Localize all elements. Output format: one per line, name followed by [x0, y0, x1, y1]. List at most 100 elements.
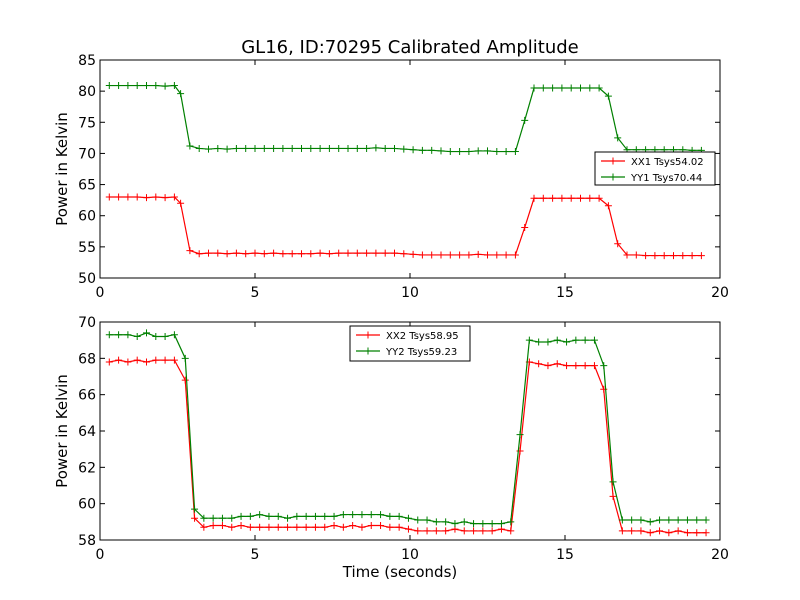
data-point [432, 527, 440, 535]
data-point [604, 92, 612, 100]
data-point [105, 331, 113, 339]
data-point [170, 193, 178, 201]
data-point [693, 529, 701, 537]
data-point [479, 520, 487, 528]
y-tick-label: 65 [78, 178, 96, 194]
data-point [353, 249, 361, 257]
data-point [409, 250, 417, 258]
data-point [330, 521, 338, 529]
data-point [115, 331, 123, 339]
data-point [497, 520, 505, 528]
data-point [628, 527, 636, 535]
data-point [311, 512, 319, 520]
data-point [214, 249, 222, 257]
data-point [170, 356, 178, 364]
data-point [288, 144, 296, 152]
data-point [321, 512, 329, 520]
data-point [232, 144, 240, 152]
data-point [274, 523, 282, 531]
chart-title: GL16, ID:70295 Calibrated Amplitude [241, 37, 579, 58]
data-point [567, 84, 575, 92]
legend-box [594, 151, 716, 186]
data-point [170, 82, 178, 90]
data-point [642, 252, 650, 260]
data-point [586, 84, 594, 92]
data-point [115, 356, 123, 364]
data-point [302, 523, 310, 531]
data-point [381, 249, 389, 257]
data-point [688, 252, 696, 260]
legend-marker [609, 173, 617, 181]
data-point [409, 146, 417, 154]
data-point [683, 516, 691, 524]
x-tick-label: 10 [401, 547, 419, 563]
data-point [646, 518, 654, 526]
data-point [377, 521, 385, 529]
data-point [674, 516, 682, 524]
data-point [133, 82, 141, 90]
data-point [181, 354, 189, 362]
data-point [307, 144, 315, 152]
y-tick-label: 50 [78, 271, 96, 287]
data-point [170, 331, 178, 339]
data-point [270, 249, 278, 257]
data-point [590, 336, 598, 344]
data-point [493, 251, 501, 259]
data-point [553, 336, 561, 344]
data-point [228, 523, 236, 531]
data-point [242, 250, 250, 258]
data-point [293, 523, 301, 531]
data-point [177, 90, 185, 98]
data-point [205, 249, 212, 257]
data-point [581, 336, 589, 344]
y-tick-label: 75 [78, 115, 96, 131]
y-tick-label: 55 [78, 240, 96, 256]
data-point [372, 144, 380, 152]
legend-box [349, 325, 471, 362]
x-tick-label: 15 [556, 285, 574, 301]
data-point [307, 250, 315, 258]
data-point [423, 527, 431, 535]
data-point [186, 247, 194, 255]
data-point [223, 250, 231, 258]
data-point [488, 520, 496, 528]
x-axis-label: Time (seconds) [342, 563, 458, 581]
data-point [279, 144, 287, 152]
data-point [446, 251, 454, 259]
data-point [567, 194, 575, 202]
data-point [484, 147, 491, 155]
data-point [470, 527, 478, 535]
data-point [437, 147, 445, 155]
data-point [581, 362, 589, 370]
data-point [339, 511, 347, 519]
x-tick-label: 5 [251, 547, 260, 563]
y-tick-label: 62 [78, 460, 96, 476]
data-point [200, 514, 208, 522]
data-point [609, 478, 617, 486]
legend-marker [364, 331, 372, 339]
data-point [549, 194, 557, 202]
y-axis-label: Power in Kelvin [53, 374, 71, 488]
data-point [488, 527, 496, 535]
data-point [456, 148, 464, 156]
data-point [418, 251, 426, 259]
data-point [660, 252, 668, 260]
data-point [484, 251, 491, 259]
data-point [702, 516, 710, 524]
data-point [181, 376, 189, 384]
x-tick-label: 0 [96, 285, 105, 301]
data-point [237, 521, 245, 529]
data-point [205, 145, 212, 153]
data-point [521, 116, 529, 124]
data-point [414, 516, 422, 524]
data-point [288, 250, 296, 258]
data-point [437, 251, 445, 259]
data-point [665, 516, 673, 524]
data-point [349, 521, 357, 529]
data-point [525, 336, 533, 344]
data-point [391, 144, 398, 152]
data-point [418, 146, 426, 154]
data-point [563, 338, 571, 346]
data-point [143, 358, 150, 366]
data-point [595, 84, 603, 92]
